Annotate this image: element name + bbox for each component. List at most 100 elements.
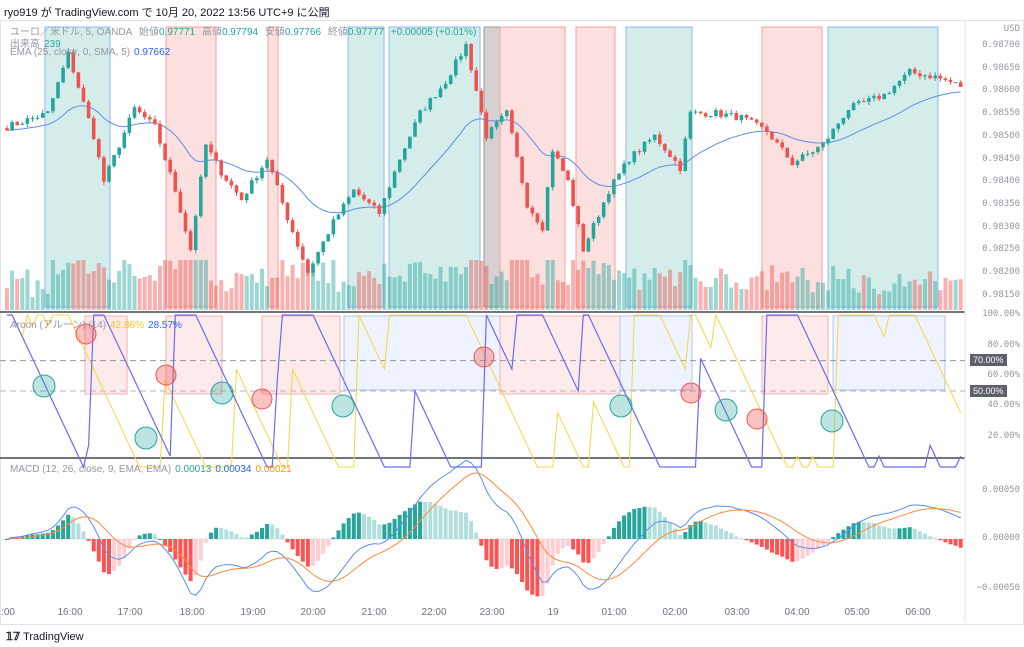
volume-bar bbox=[708, 286, 713, 310]
macd-histogram-bar bbox=[617, 521, 621, 539]
macd-histogram-bar bbox=[142, 533, 147, 539]
sell-signal-marker bbox=[746, 408, 768, 430]
macd-histogram-bar bbox=[407, 507, 412, 539]
candle bbox=[953, 82, 958, 84]
macd-histogram-bar bbox=[632, 508, 637, 539]
volume-bar bbox=[76, 260, 81, 310]
candle bbox=[81, 87, 86, 102]
macd-histogram-bar bbox=[158, 539, 162, 540]
macd-histogram-bar bbox=[254, 531, 259, 539]
candle bbox=[938, 75, 943, 79]
volume-bar bbox=[91, 271, 96, 310]
candle bbox=[403, 148, 407, 160]
time-tick: :00 bbox=[1, 607, 15, 618]
tradingview-logo[interactable]: 𝟙𝟟 TradingView bbox=[6, 630, 84, 643]
buy-signal-marker bbox=[714, 398, 738, 422]
close-label: 終値 bbox=[327, 27, 348, 38]
macd-histogram-bar bbox=[56, 525, 60, 539]
volume-bar bbox=[892, 283, 897, 310]
volume-bar bbox=[540, 284, 545, 310]
sell-signal-marker bbox=[155, 364, 177, 386]
volume-bar bbox=[183, 260, 188, 310]
aroon-tick: 40.00% bbox=[987, 400, 1020, 410]
candle bbox=[20, 123, 25, 125]
volume-bar bbox=[836, 278, 841, 310]
macd-label[interactable]: MACD (12, 26, close, 9, EMA, EMA) bbox=[10, 464, 172, 475]
candle bbox=[790, 157, 795, 166]
macd-histogram-bar bbox=[887, 528, 892, 539]
aroon-tick: 20.00% bbox=[987, 431, 1020, 441]
volume-bar bbox=[275, 277, 280, 310]
macd-histogram-bar bbox=[341, 523, 346, 539]
candle bbox=[872, 95, 876, 99]
ema-label[interactable]: EMA (25, close, 0, SMA, 5) bbox=[10, 47, 131, 58]
macd-histogram-bar bbox=[152, 534, 157, 539]
volume-bar bbox=[158, 265, 162, 310]
price-tick: 0.98200 bbox=[982, 267, 1020, 277]
candle bbox=[377, 205, 382, 214]
volume-bar bbox=[662, 276, 667, 310]
macd-histogram-bar bbox=[311, 539, 315, 566]
candle bbox=[214, 152, 218, 161]
candle bbox=[729, 113, 733, 115]
macd-histogram-bar bbox=[729, 532, 734, 539]
aroon-label[interactable]: Aroon (アルーン) (14) bbox=[10, 320, 107, 331]
volume-bar bbox=[928, 271, 933, 310]
macd-histogram-bar bbox=[872, 523, 876, 539]
macd-histogram-bar bbox=[336, 530, 341, 539]
candle bbox=[897, 80, 902, 86]
volume-bar bbox=[780, 272, 785, 310]
candle bbox=[469, 44, 473, 71]
candle bbox=[505, 110, 509, 117]
macd-histogram-bar bbox=[433, 504, 438, 539]
volume-value: 239 bbox=[44, 39, 61, 50]
volume-bar bbox=[785, 271, 790, 310]
volume-bar bbox=[209, 280, 213, 310]
volume-bar bbox=[137, 278, 142, 310]
candle bbox=[127, 117, 132, 133]
macd-histogram-bar bbox=[596, 539, 601, 553]
macd-histogram-bar bbox=[856, 521, 861, 539]
macd-histogram-bar bbox=[754, 539, 759, 545]
volume-bar bbox=[336, 291, 341, 310]
volume-bar bbox=[637, 289, 642, 310]
candle bbox=[51, 98, 55, 112]
volume-bar bbox=[657, 273, 662, 310]
candle bbox=[352, 189, 356, 198]
currency-label: USD bbox=[1003, 24, 1020, 34]
aroon-zone bbox=[261, 315, 341, 395]
price-tick: 0.98500 bbox=[982, 130, 1020, 141]
macd-histogram-bar bbox=[147, 533, 152, 539]
macd-histogram-bar bbox=[438, 505, 443, 539]
candle bbox=[316, 252, 320, 264]
volume-bar bbox=[40, 289, 45, 310]
time-tick: 23:00 bbox=[479, 607, 505, 618]
signal-zone bbox=[827, 26, 939, 308]
macd-histogram-bar bbox=[764, 539, 769, 550]
aroon-level-tag: 50.00% bbox=[970, 385, 1007, 397]
candle bbox=[800, 154, 805, 161]
price-tick: 0.98600 bbox=[982, 85, 1020, 96]
volume-bar bbox=[821, 282, 825, 310]
symbol-label[interactable]: ユーロ／米ドル, 5, OANDA bbox=[10, 27, 133, 38]
macd-histogram-bar bbox=[275, 528, 280, 539]
volume-bar bbox=[178, 260, 183, 310]
candle bbox=[382, 198, 387, 214]
candle bbox=[173, 172, 178, 192]
candle bbox=[219, 160, 223, 176]
candle bbox=[913, 69, 917, 74]
volume-bar bbox=[734, 282, 739, 310]
candle bbox=[515, 132, 519, 157]
candle bbox=[744, 114, 749, 118]
macd-signal-value: 0.00021 bbox=[255, 464, 292, 475]
macd-histogram-bar bbox=[759, 539, 764, 547]
logo-mark-icon: 𝟙𝟟 bbox=[6, 631, 24, 643]
candle bbox=[163, 143, 167, 160]
volume-bar bbox=[372, 277, 377, 310]
candle bbox=[15, 122, 19, 125]
candle bbox=[392, 171, 397, 188]
candle bbox=[632, 151, 637, 163]
volume-bar bbox=[770, 265, 774, 310]
volume-bar bbox=[872, 288, 876, 310]
